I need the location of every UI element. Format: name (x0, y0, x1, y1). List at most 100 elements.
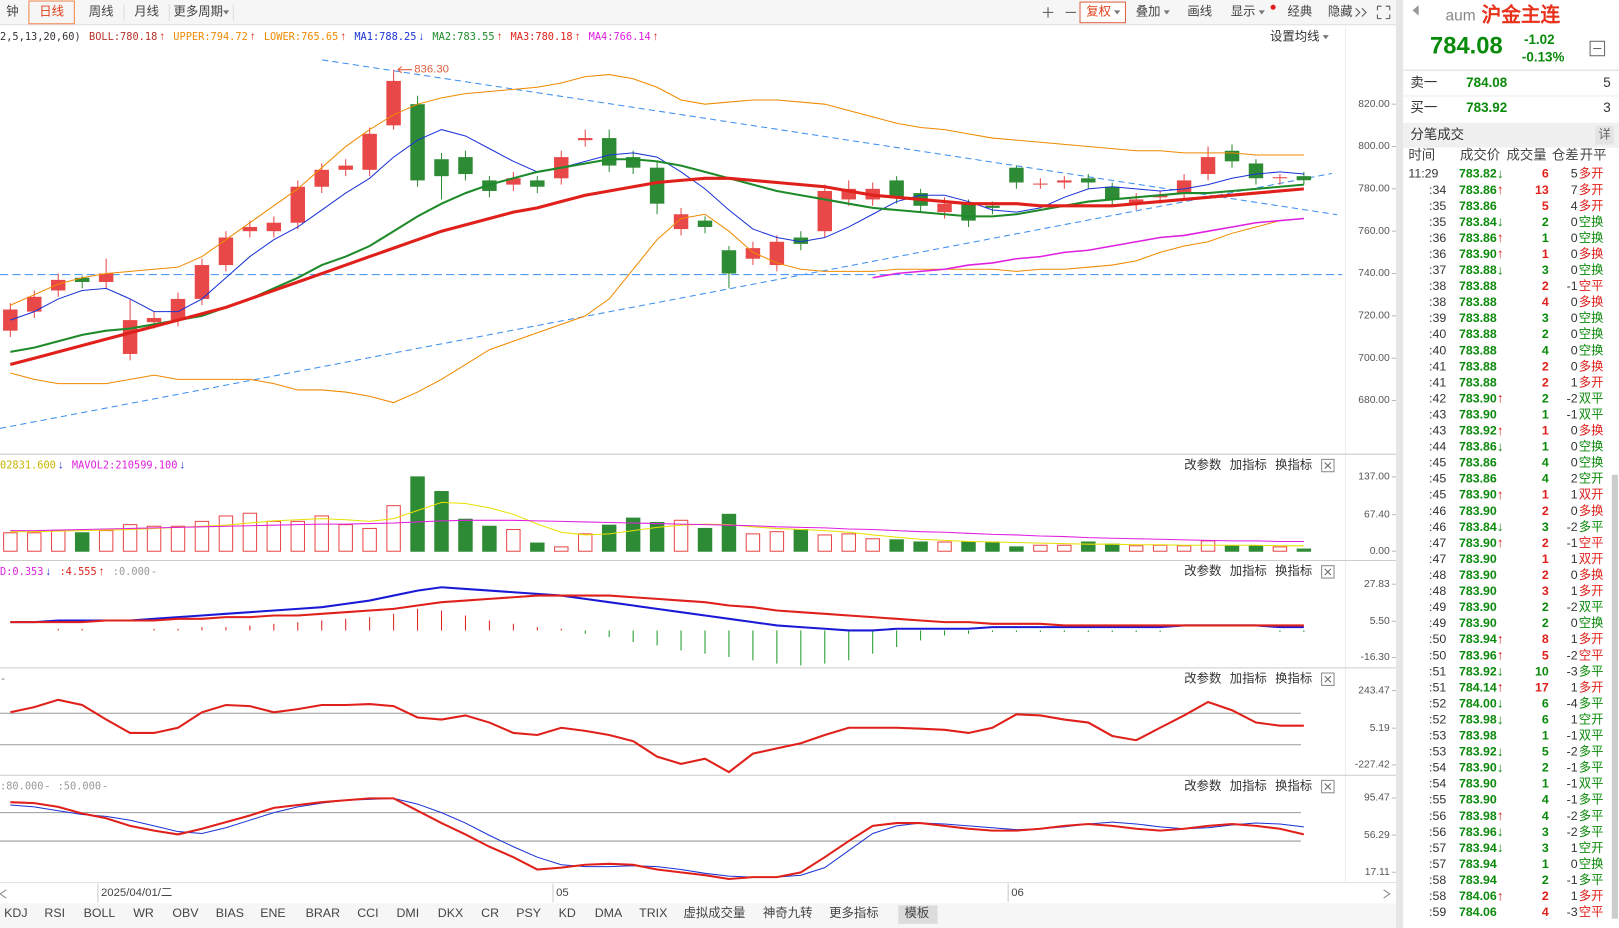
period-tab[interactable]: 钟 (6, 4, 18, 19)
scroll-right[interactable] (1383, 889, 1391, 899)
period-tab[interactable]: 周线 (89, 5, 114, 19)
indicator-value: MAVOL2:210599.100 (72, 460, 178, 472)
indicator-tab[interactable]: OBV (172, 906, 199, 920)
period-tab[interactable]: 月线 (134, 5, 159, 19)
indicator-tab[interactable]: PSY (516, 906, 541, 920)
trade-type: 双平 (1579, 407, 1604, 421)
indicator-tab[interactable]: 神奇九转 (763, 905, 813, 920)
tool-button[interactable]: 显示 (1231, 5, 1256, 19)
indicator-tab[interactable]: BIAS (216, 906, 244, 920)
indicator-tab[interactable]: 虚拟成交量 (684, 905, 746, 920)
indicator-tab[interactable]: BRAR (306, 906, 340, 920)
trade-oi-diff: -2 (1567, 391, 1578, 405)
trade-time: :47 (1429, 552, 1446, 566)
volume-bar (793, 529, 809, 552)
collapse-icon[interactable] (1589, 40, 1606, 57)
panel-button[interactable]: 改参数 (1184, 563, 1222, 578)
volume-bar (578, 533, 593, 552)
trade-oi-diff: 0 (1571, 424, 1578, 438)
trade-oi-diff: 0 (1571, 359, 1578, 373)
trade-time: :43 (1429, 407, 1446, 421)
trade-price: 783.94 (1459, 873, 1497, 887)
candle-body (290, 186, 306, 223)
indicator-tab[interactable]: ENE (260, 906, 285, 920)
tool-button[interactable]: 叠加 (1136, 5, 1161, 19)
scroll-left[interactable] (0, 889, 7, 899)
trade-volume: 8 (1542, 632, 1549, 646)
trade-oi-diff: 7 (1571, 183, 1578, 197)
candle-body (338, 165, 353, 170)
trade-type: 多开 (1579, 889, 1604, 903)
tool-button[interactable]: 隐藏 (1328, 5, 1353, 19)
detail-btn-bg[interactable] (1595, 125, 1614, 145)
panel-button[interactable]: 换指标 (1275, 670, 1312, 685)
trendline[interactable] (322, 59, 1338, 216)
candle-body (434, 159, 449, 177)
trade-dir: ↓ (1497, 214, 1504, 229)
trade-time: :57 (1429, 841, 1446, 855)
indicator-tab[interactable]: KDJ (4, 906, 27, 920)
tool-button[interactable]: 经典 (1288, 5, 1313, 19)
period-tab[interactable]: 日线 (39, 5, 64, 19)
trade-dir: ↓ (1497, 519, 1504, 534)
detail-btn[interactable]: 详 (1598, 126, 1610, 141)
panel-button[interactable]: 加指标 (1230, 778, 1267, 793)
indicator-tab[interactable]: 模板 (904, 906, 929, 920)
panel-button[interactable]: 换指标 (1275, 778, 1312, 793)
trade-price: 783.90 (1459, 552, 1497, 566)
indicator-tab[interactable]: CCI (357, 906, 378, 920)
y-tick-label: 780.00 (1358, 184, 1390, 195)
volume-bar (649, 521, 665, 552)
indicator-tab[interactable]: BOLL (84, 906, 116, 920)
trendline[interactable] (0, 172, 1333, 429)
period-tab-active (28, 0, 75, 25)
y-tick-label: 800.00 (1358, 141, 1390, 152)
trade-volume: 6 (1542, 167, 1549, 181)
candle-body (985, 205, 1000, 208)
trade-time: :52 (1429, 696, 1446, 710)
trade-dir: ↑ (1497, 423, 1504, 438)
panel-button[interactable]: 换指标 (1275, 457, 1312, 472)
indicator-tab[interactable]: CR (481, 906, 499, 920)
trade-oi-diff: 1 (1571, 680, 1578, 694)
indicator-value: :80.000 (0, 781, 43, 793)
panel-button[interactable]: 加指标 (1230, 670, 1267, 685)
indicator-tab[interactable]: KD (559, 906, 576, 920)
volume-bar (601, 524, 617, 552)
tool-button[interactable]: 复权 (1086, 4, 1111, 19)
trade-price: 783.90 (1459, 407, 1497, 421)
scrollbar[interactable] (1611, 474, 1618, 919)
candle-body (1224, 150, 1240, 162)
splitter[interactable] (1395, 0, 1404, 928)
tool-active (1079, 1, 1126, 24)
panel-button[interactable]: 加指标 (1230, 563, 1267, 578)
set-ma[interactable]: 设置均线 (1270, 28, 1320, 43)
period-tab[interactable]: 更多周期 (173, 5, 223, 19)
indicator-tab[interactable]: DKX (438, 906, 463, 920)
y-tick-label: 67.40 (1364, 509, 1390, 520)
panel-button[interactable]: 改参数 (1184, 670, 1222, 685)
y-tick-label: 700.00 (1358, 353, 1390, 364)
panel-button[interactable]: 改参数 (1184, 778, 1222, 793)
fullscreen[interactable] (1376, 5, 1391, 20)
indicator-tab[interactable]: 更多指标 (829, 905, 879, 920)
indicator-tab[interactable]: RSI (44, 906, 65, 920)
indicator-tab[interactable]: DMI (396, 906, 419, 920)
zoom-in[interactable] (1042, 7, 1054, 18)
indicator-tab[interactable]: DMA (595, 906, 623, 920)
trade-volume: 1 (1542, 424, 1549, 438)
tool-button[interactable]: 画线 (1187, 5, 1212, 19)
trade-time: :57 (1429, 857, 1446, 871)
trade-type: 双开 (1579, 488, 1604, 502)
panel-button[interactable]: 换指标 (1275, 563, 1312, 578)
y-tick-label: 95.47 (1364, 793, 1390, 804)
indicator-tab[interactable]: WR (133, 906, 154, 920)
indicator-tab[interactable]: TRIX (639, 906, 667, 920)
panel-button[interactable]: 加指标 (1230, 457, 1267, 472)
panel-button[interactable]: 改参数 (1184, 457, 1222, 472)
indicator-value: D:0.353 (0, 566, 43, 578)
trade-oi-diff: 1 (1571, 552, 1578, 566)
trade-volume: 6 (1542, 696, 1549, 710)
prev-icon[interactable] (1412, 5, 1419, 16)
